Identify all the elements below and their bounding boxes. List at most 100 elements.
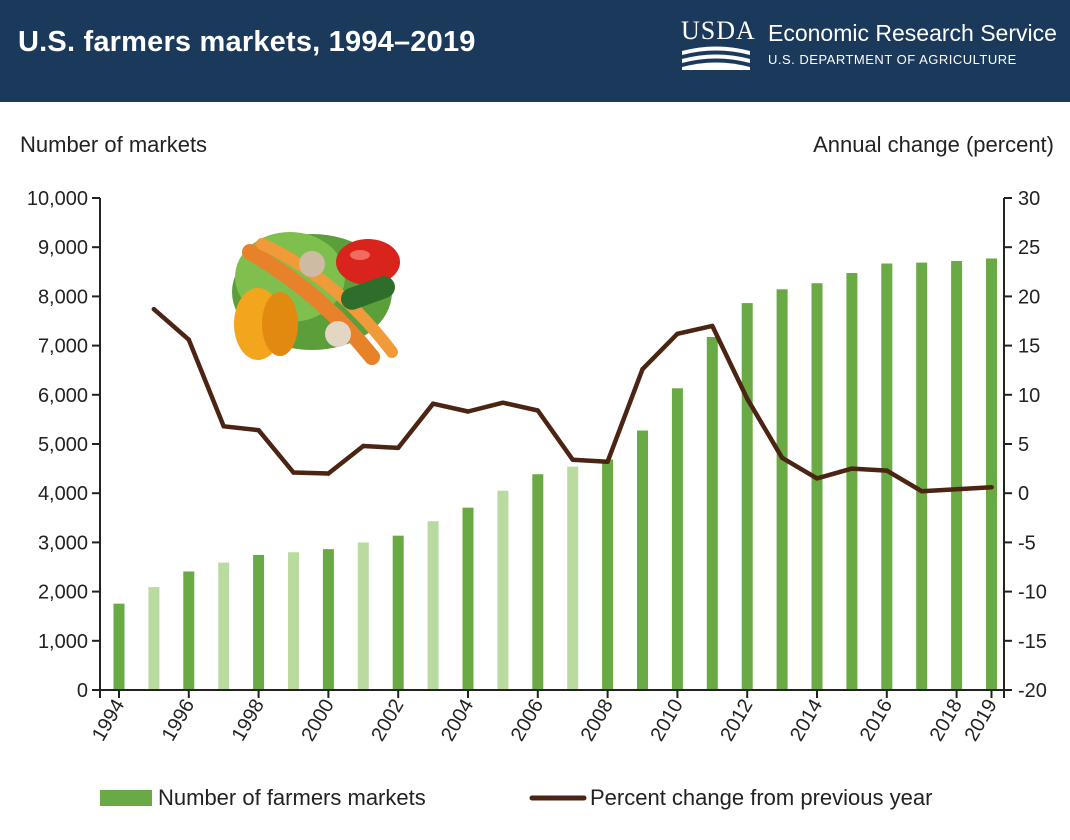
x-tick-label: 2000 <box>297 696 338 746</box>
line-point-2010 <box>675 331 680 336</box>
line-point-2002 <box>396 445 401 451</box>
x-tick-label: 1994 <box>88 696 129 746</box>
x-tick-label: 2018 <box>926 696 967 746</box>
y-tick-label-left: 10,000 <box>27 188 88 210</box>
line-point-2003 <box>430 401 436 406</box>
line-point-2007 <box>570 457 575 462</box>
bar-2014 <box>811 283 823 690</box>
x-tick-label: 1996 <box>158 696 199 746</box>
line-point-2012 <box>745 396 750 401</box>
y-tick-label-right: -5 <box>1018 532 1036 554</box>
y-tick-label-left: 0 <box>77 680 88 702</box>
y-tick-label-right: 20 <box>1018 286 1040 308</box>
bar-2015 <box>846 272 858 690</box>
legend-label-bars: Number of farmers markets <box>158 785 426 810</box>
line-point-2011 <box>710 323 715 329</box>
bar-2005 <box>497 490 509 690</box>
line-point-2015 <box>849 466 855 471</box>
chart-area: Number of markets Annual change (percent… <box>20 132 1054 810</box>
legend: Number of farmers markets Percent change… <box>100 785 932 810</box>
dept-name: U.S. DEPARTMENT OF AGRICULTURE <box>768 52 1017 67</box>
y-tick-label-right: 5 <box>1018 434 1029 456</box>
y-tick-label-left: 8,000 <box>38 286 88 308</box>
bar-2009 <box>637 430 648 690</box>
y-tick-label-right: -20 <box>1018 680 1047 702</box>
y-tick-label-right: 0 <box>1018 483 1029 505</box>
y-tick-label-right: -10 <box>1018 582 1047 604</box>
y-tick-label-left: 4,000 <box>38 483 88 505</box>
line-point-1999 <box>291 470 296 475</box>
bar-2007 <box>567 466 579 690</box>
line-point-2019 <box>989 485 994 490</box>
x-tick-label: 2002 <box>367 696 408 746</box>
bar-2018 <box>951 260 963 690</box>
vegetables-illustration-icon <box>232 232 400 365</box>
x-tick-label: 2006 <box>507 696 548 746</box>
bar-2012 <box>741 303 753 690</box>
line-point-1998 <box>256 428 261 433</box>
bar-2004 <box>462 507 474 690</box>
line-point-2013 <box>779 455 785 460</box>
bar-2008 <box>602 459 614 690</box>
line-point-1997 <box>221 424 226 429</box>
bar-1999 <box>288 552 299 690</box>
y-tick-label-right: 30 <box>1018 188 1040 210</box>
y-tick-label-right: 10 <box>1018 385 1040 407</box>
line-point-2005 <box>500 400 506 405</box>
bar-1995 <box>148 587 160 690</box>
line-point-2008 <box>605 459 610 464</box>
x-tick-label: 2012 <box>716 696 757 746</box>
y-tick-label-left: 1,000 <box>38 631 88 653</box>
line-point-2006 <box>535 408 540 413</box>
bar-2006 <box>532 474 544 690</box>
y-tick-label-left: 9,000 <box>38 237 88 259</box>
line-point-2018 <box>954 487 959 492</box>
y-tick-label-right: 25 <box>1018 237 1040 259</box>
line-point-2016 <box>884 468 889 473</box>
line-point-2009 <box>640 367 645 372</box>
bar-2000 <box>322 549 334 690</box>
bar-2017 <box>916 262 928 690</box>
y-tick-label-left: 5,000 <box>38 434 88 456</box>
bar-2003 <box>427 521 439 690</box>
bar-2016 <box>881 263 893 690</box>
x-tick-label: 2010 <box>646 696 687 746</box>
y-axis-title-left: Number of markets <box>20 132 207 157</box>
line-point-2000 <box>326 471 331 476</box>
usda-logo-text: USDA <box>681 16 756 45</box>
org-name: Economic Research Service <box>768 20 1057 46</box>
y-tick-label-left: 3,000 <box>38 532 88 554</box>
bar-2010 <box>671 388 683 690</box>
x-tick-label: 2019 <box>961 696 1002 746</box>
bar-2013 <box>776 289 788 690</box>
plot-layer: 0 1,000 2,000 3,000 4,000 5,000 6,000 7,000 8,00… <box>27 188 1047 745</box>
line-point-2001 <box>361 443 366 449</box>
legend-label-line: Percent change from previous year <box>590 785 932 810</box>
chart-title: U.S. farmers markets, 1994–2019 <box>18 26 476 58</box>
line-point-2017 <box>919 489 924 494</box>
bar-2011 <box>706 336 718 690</box>
bar-2002 <box>392 535 404 690</box>
x-tick-label: 2004 <box>437 696 478 746</box>
x-tick-label: 2008 <box>577 696 618 746</box>
line-point-2014 <box>814 476 820 481</box>
bar-1998 <box>253 554 265 690</box>
bar-1994 <box>113 603 125 690</box>
bar-1997 <box>218 562 230 690</box>
header-banner: U.S. farmers markets, 1994–2019 USDA Eco… <box>0 0 1070 102</box>
x-tick-label: 1998 <box>228 696 269 746</box>
y-tick-label-left: 6,000 <box>38 385 88 407</box>
x-tick-label: 2016 <box>856 696 897 746</box>
legend-swatch-bars <box>100 790 152 806</box>
usda-logo-icon <box>682 46 750 70</box>
line-point-2004 <box>465 409 471 414</box>
line-point-1995 <box>151 306 157 312</box>
y-tick-label-left: 7,000 <box>38 336 88 358</box>
bar-1996 <box>183 571 195 690</box>
x-tick-label: 2014 <box>786 696 827 746</box>
bar-2001 <box>357 542 369 690</box>
y-tick-label-right: 15 <box>1018 336 1040 358</box>
y-axis-title-right: Annual change (percent) <box>813 132 1054 157</box>
y-tick-label-left: 2,000 <box>38 582 88 604</box>
line-point-1996 <box>186 337 191 342</box>
